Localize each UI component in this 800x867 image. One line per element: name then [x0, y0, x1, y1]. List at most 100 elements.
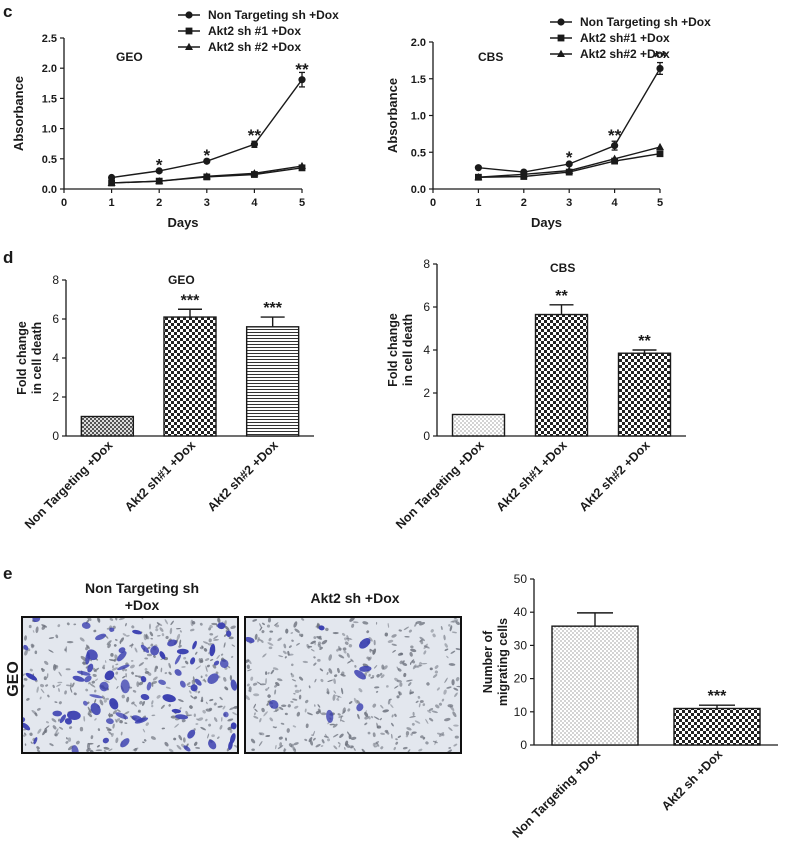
significance-marker: ** — [248, 126, 262, 145]
y-tick-label: 1.0 — [42, 124, 57, 136]
y-tick-label: 20 — [514, 672, 528, 686]
x-tick-label: 3 — [204, 197, 210, 209]
legend-marker — [185, 42, 193, 50]
data-point — [298, 76, 306, 84]
y-tick-label: 10 — [514, 705, 528, 719]
data-point — [203, 157, 211, 165]
chart-annotation: GEO — [168, 273, 195, 287]
y-tick-label: 2.5 — [42, 33, 57, 45]
significance-marker: ** — [295, 60, 309, 79]
panel-label-e: e — [3, 564, 13, 583]
category-label: Akt2 sh#1 +Dox — [122, 438, 198, 514]
y-tick-label: 0 — [52, 429, 59, 443]
bar — [617, 352, 672, 437]
y-tick-label: 2 — [52, 390, 59, 404]
data-point — [250, 140, 258, 148]
x-tick-label: 0 — [430, 197, 436, 209]
bar — [80, 415, 135, 437]
x-tick-label: 5 — [299, 197, 305, 209]
legend-marker — [185, 27, 193, 35]
y-tick-label: 2 — [423, 386, 430, 400]
chart-annotation: GEO — [116, 50, 143, 64]
data-point — [298, 161, 306, 170]
data-point — [656, 150, 664, 158]
y-axis-label: Fold changein cell death — [386, 313, 415, 387]
y-tick-label: 2.0 — [411, 37, 426, 49]
data-point — [565, 160, 573, 168]
bar — [245, 326, 300, 437]
significance-marker: * — [156, 155, 163, 174]
y-tick-label: 0.0 — [411, 184, 426, 196]
legend-label: Non Targeting sh +Dox — [580, 15, 711, 29]
bar — [551, 625, 639, 746]
micrograph-left-title-line1: Non Targeting sh — [84, 580, 200, 596]
significance-marker: * — [566, 148, 573, 167]
significance-marker: ** — [638, 333, 651, 350]
category-label: Non Targeting +Dox — [393, 438, 486, 531]
category-label: Akt2 sh#2 +Dox — [577, 438, 653, 514]
y-tick-label: 4 — [423, 343, 430, 357]
micrograph-left-title: Non Targeting sh +Dox — [42, 580, 242, 614]
micrograph-non-targeting — [21, 616, 239, 754]
legend-marker — [557, 49, 565, 57]
migration-chart-geo: 0 10 20 30 40 50 Number ofmigrating cells Non T… — [481, 572, 778, 841]
legend-label: Akt2 sh #2 +Dox — [208, 40, 301, 54]
series-1 — [108, 71, 306, 182]
data-point — [155, 176, 164, 185]
legend-marker — [557, 18, 565, 26]
category-label: Non Targeting +Dox — [22, 438, 115, 531]
legend-label: Akt2 sh#1 +Dox — [580, 31, 670, 45]
y-tick-label: 6 — [423, 300, 430, 314]
data-point — [519, 170, 528, 178]
significance-marker: * — [203, 146, 210, 165]
data-point — [656, 142, 664, 151]
y-tick-label: 30 — [514, 638, 528, 652]
x-tick-label: 3 — [566, 197, 572, 209]
legend-label: Non Targeting sh +Dox — [208, 8, 339, 22]
y-tick-label: 1.5 — [42, 93, 57, 105]
cell-death-chart-cbs: 0 2 4 6 8 Fold changein cell death CBS Non Targ… — [386, 257, 686, 532]
x-tick-label: 1 — [475, 197, 481, 209]
legend-marker — [557, 34, 565, 42]
legend-marker — [185, 11, 193, 19]
data-point — [565, 166, 574, 174]
y-tick-label: 50 — [514, 572, 528, 586]
absorbance-chart-cbs: 0.00.51.01.52.00 1 2 3 4 5DaysAbsorbanceCBS**… — [385, 15, 711, 230]
x-tick-label: 4 — [251, 197, 258, 209]
category-label: Akt2 sh +Dox — [659, 747, 725, 813]
y-axis-label: Absorbance — [11, 76, 26, 151]
y-tick-label: 0 — [423, 429, 430, 443]
category-label: Non Targeting +Dox — [510, 747, 603, 840]
series-3 — [474, 142, 664, 181]
x-tick-label: 4 — [612, 197, 619, 209]
legend-label: Akt2 sh#2 +Dox — [580, 47, 670, 61]
y-tick-label: 0.0 — [42, 184, 57, 196]
x-tick-label: 0 — [61, 197, 67, 209]
x-tick-label: 2 — [156, 197, 162, 209]
x-tick-label: 5 — [657, 197, 663, 209]
x-axis-label: Days — [531, 215, 562, 230]
y-axis-label: Fold changein cell death — [15, 321, 44, 395]
y-tick-label: 1.0 — [411, 111, 426, 123]
data-point — [656, 64, 664, 73]
bar — [163, 316, 217, 437]
y-tick-label: 0.5 — [42, 154, 57, 166]
data-point — [108, 173, 116, 182]
y-tick-label: 4 — [52, 351, 59, 365]
significance-marker: *** — [263, 300, 282, 317]
data-point — [250, 169, 259, 177]
data-point — [610, 154, 619, 162]
y-tick-label: 0.5 — [411, 147, 426, 159]
data-point — [107, 178, 116, 186]
bar — [534, 313, 589, 437]
chart-annotation: CBS — [478, 50, 503, 64]
data-point — [202, 172, 211, 180]
micrograph-akt2 — [244, 616, 462, 754]
y-tick-label: 2.0 — [42, 63, 57, 75]
micrograph-left-title-line2: +Dox — [124, 597, 160, 613]
y-tick-label: 1.5 — [411, 74, 426, 86]
y-tick-label: 6 — [52, 312, 59, 326]
micrograph-right-title: Akt2 sh +Dox — [310, 590, 400, 606]
absorbance-chart-geo: 0.0 0.5 1.0 1.5 2.0 2.5 0 1 2 3 4 5 Days Absorbance GE… — [11, 8, 339, 230]
y-tick-label: 40 — [514, 605, 528, 619]
